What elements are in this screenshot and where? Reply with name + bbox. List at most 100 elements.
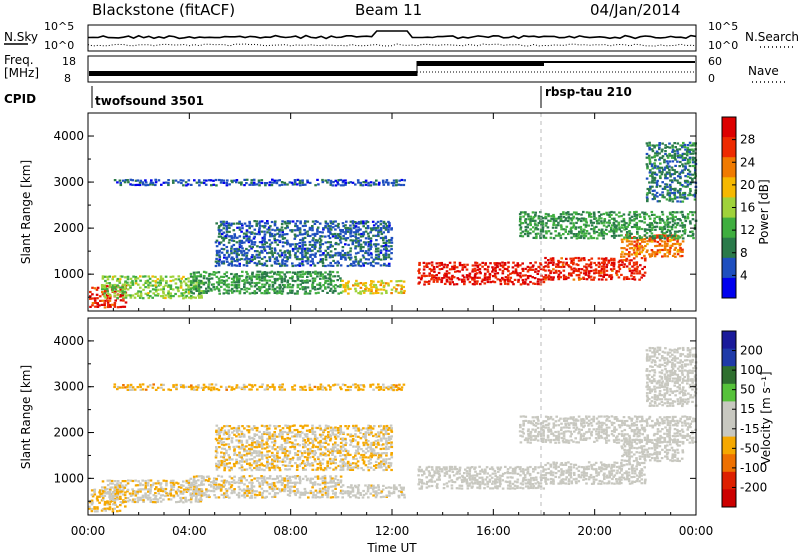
heatmap-cell-0-8 (658, 226, 662, 229)
heatmap-cell-0-7 (337, 234, 340, 237)
heatmap-cell-0-5 (600, 257, 604, 260)
heatmap-cell-0-7 (255, 222, 259, 225)
heatmap-cell-0-2 (255, 273, 259, 276)
heatmap-cell-1-2 (198, 493, 201, 497)
heatmap-cell-1-4 (486, 472, 489, 475)
heatmap-cell-0-5 (589, 275, 593, 278)
heatmap-cell-0-7 (313, 247, 317, 250)
heatmap-cell-0-2 (260, 273, 264, 276)
heatmap-cell-0-2 (265, 288, 268, 291)
heatmap-cell-0-1 (111, 286, 114, 289)
heatmap-cell-0-7 (301, 239, 305, 242)
heatmap-cell-0-4 (496, 264, 499, 267)
heatmap-cell-0-7 (258, 241, 262, 244)
heatmap-cell-0-4 (466, 263, 469, 266)
heatmap-cell-1-4 (425, 482, 428, 486)
heatmap-cell-0-8 (602, 237, 605, 240)
heatmap-cell-0-7 (286, 220, 290, 223)
heatmap-cell-0-7 (384, 244, 388, 247)
heatmap-cell-0-7 (276, 239, 279, 242)
heatmap-cell-0-8 (669, 213, 672, 216)
heatmap-cell-0-8 (654, 228, 657, 231)
heatmap-cell-0-2 (276, 286, 279, 289)
heatmap-cell-0-7 (231, 239, 234, 242)
heatmap-cell-0-2 (324, 271, 327, 274)
heatmap-cell-0-7 (332, 220, 335, 223)
heatmap-cell-1-0 (108, 506, 112, 509)
heatmap-cell-0-7 (220, 251, 224, 254)
heatmap-cell-0-4 (448, 281, 452, 284)
heatmap-cell-0-2 (302, 273, 305, 276)
heatmap-cell-0-8 (572, 224, 576, 227)
heatmap-cell-0-4 (534, 261, 537, 264)
heatmap-cell-1-5 (554, 467, 558, 470)
heatmap-cell-0-2 (250, 281, 254, 284)
heatmap-cell-0-7 (336, 260, 340, 263)
heatmap-cell-1-2 (326, 492, 330, 495)
heatmap-cell-0-8 (552, 223, 555, 226)
heatmap-cell-0-2 (245, 277, 248, 280)
freq-tick-top: 18 (62, 55, 76, 68)
heatmap-cell-0-2 (306, 286, 310, 289)
heatmap-cell-0-7 (263, 243, 266, 246)
heatmap-cell-0-8 (582, 210, 585, 214)
heatmap-cell-0-7 (271, 228, 274, 231)
heatmap-cell-0-4 (501, 276, 504, 280)
heatmap-cell-1-2 (197, 488, 201, 491)
heatmap-cell-0-8 (570, 226, 573, 229)
heatmap-cell-0-7 (266, 252, 269, 255)
y-tick-label: 1000 (53, 267, 84, 281)
heatmap-cell-1-2 (192, 477, 196, 480)
heatmap-cell-0-10 (658, 146, 661, 149)
heatmap-cell-0-2 (280, 281, 284, 284)
heatmap-cell-1-4 (430, 478, 433, 481)
heatmap-cell-1-4 (528, 472, 532, 476)
heatmap-cell-0-4 (534, 282, 537, 285)
heatmap-cell-0-7 (245, 264, 249, 267)
heatmap-cell-1-1 (103, 500, 107, 504)
heatmap-cell-0-6 (643, 238, 647, 241)
heatmap-cell-0-8 (679, 211, 682, 214)
heatmap-cell-0-1 (113, 283, 117, 287)
heatmap-cell-0-3 (370, 289, 373, 292)
heatmap-cell-1-2 (265, 481, 269, 484)
heatmap-cell-0-10 (661, 191, 664, 194)
heatmap-cell-0-1 (124, 295, 128, 298)
heatmap-cell-0-8 (658, 236, 662, 239)
heatmap-cell-0-3 (365, 286, 368, 289)
heatmap-cell-1-2 (258, 481, 261, 484)
heatmap-cell-0-8 (519, 226, 523, 229)
heatmap-cell-0-5 (597, 265, 601, 268)
heatmap-cell-0-3 (392, 286, 396, 289)
heatmap-cell-0-2 (301, 275, 304, 278)
heatmap-cell-0-5 (552, 276, 555, 279)
heatmap-cell-1-4 (452, 474, 456, 477)
heatmap-cell-0-4 (533, 277, 537, 280)
heatmap-cell-0-9 (222, 179, 226, 182)
heatmap-cell-0-7 (321, 264, 325, 267)
heatmap-cell-1-3 (397, 490, 401, 493)
heatmap-cell-0-8 (648, 224, 652, 227)
heatmap-cell-0-3 (370, 282, 373, 285)
heatmap-cell-0-2 (258, 277, 261, 280)
heatmap-cell-0-4 (471, 278, 474, 281)
heatmap-cell-0-7 (230, 252, 233, 255)
heatmap-cell-0-7 (321, 231, 324, 234)
plot-title: Blackstone (fitACF) (92, 1, 235, 19)
heatmap-cell-0-5 (610, 274, 613, 277)
heatmap-cell-0-4 (450, 278, 454, 281)
heatmap-cell-0-2 (329, 287, 333, 290)
heatmap-cell-0-4 (522, 282, 525, 285)
heatmap-cell-0-3 (346, 284, 349, 287)
heatmap-cell-0-8 (628, 217, 632, 220)
heatmap-cell-0-1 (156, 294, 160, 297)
heatmap-cell-1-4 (478, 472, 482, 475)
heatmap-cell-0-6 (666, 244, 669, 248)
heatmap-cell-0-2 (227, 286, 230, 289)
heatmap-cell-0-2 (227, 289, 230, 292)
heatmap-cell-0-7 (226, 260, 229, 263)
heatmap-cell-0-8 (524, 228, 528, 231)
heatmap-cell-0-7 (268, 259, 272, 262)
heatmap-cell-0-7 (248, 227, 251, 230)
heatmap-cell-0-5 (557, 273, 561, 276)
